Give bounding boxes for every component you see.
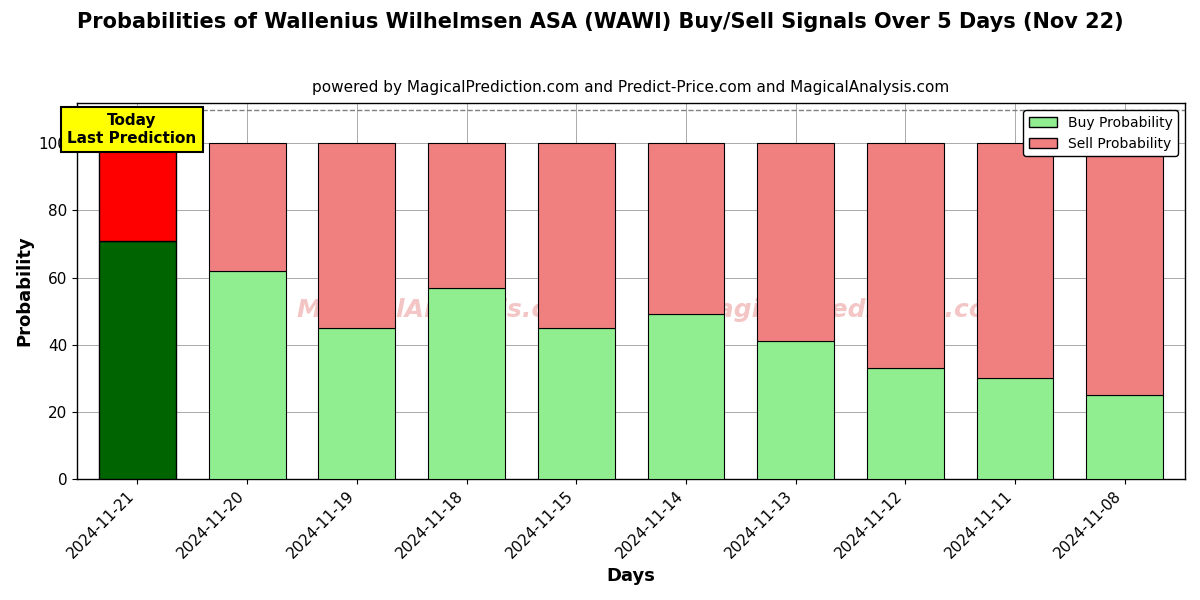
Title: powered by MagicalPrediction.com and Predict-Price.com and MagicalAnalysis.com: powered by MagicalPrediction.com and Pre… (312, 80, 949, 95)
Text: Today
Last Prediction: Today Last Prediction (67, 113, 197, 146)
Bar (977, 143, 1054, 378)
Text: MagicalPrediction.com: MagicalPrediction.com (692, 298, 1013, 322)
Text: MagicalAnalysis.com: MagicalAnalysis.com (296, 298, 589, 322)
Bar (648, 314, 725, 479)
Bar (757, 341, 834, 479)
Bar (428, 143, 505, 287)
Bar (1086, 143, 1163, 395)
X-axis label: Days: Days (607, 567, 655, 585)
Bar (100, 143, 176, 241)
Bar (866, 143, 943, 368)
Bar (757, 143, 834, 341)
Bar (100, 241, 176, 479)
Legend: Buy Probability, Sell Probability: Buy Probability, Sell Probability (1024, 110, 1178, 156)
Bar (538, 143, 614, 328)
Y-axis label: Probability: Probability (14, 236, 32, 346)
Bar (977, 378, 1054, 479)
Bar (866, 368, 943, 479)
Bar (318, 328, 395, 479)
Bar (428, 287, 505, 479)
Bar (648, 143, 725, 314)
Bar (318, 143, 395, 328)
Bar (209, 271, 286, 479)
Bar (538, 328, 614, 479)
Bar (1086, 395, 1163, 479)
Text: Probabilities of Wallenius Wilhelmsen ASA (WAWI) Buy/Sell Signals Over 5 Days (N: Probabilities of Wallenius Wilhelmsen AS… (77, 12, 1123, 32)
Bar (209, 143, 286, 271)
